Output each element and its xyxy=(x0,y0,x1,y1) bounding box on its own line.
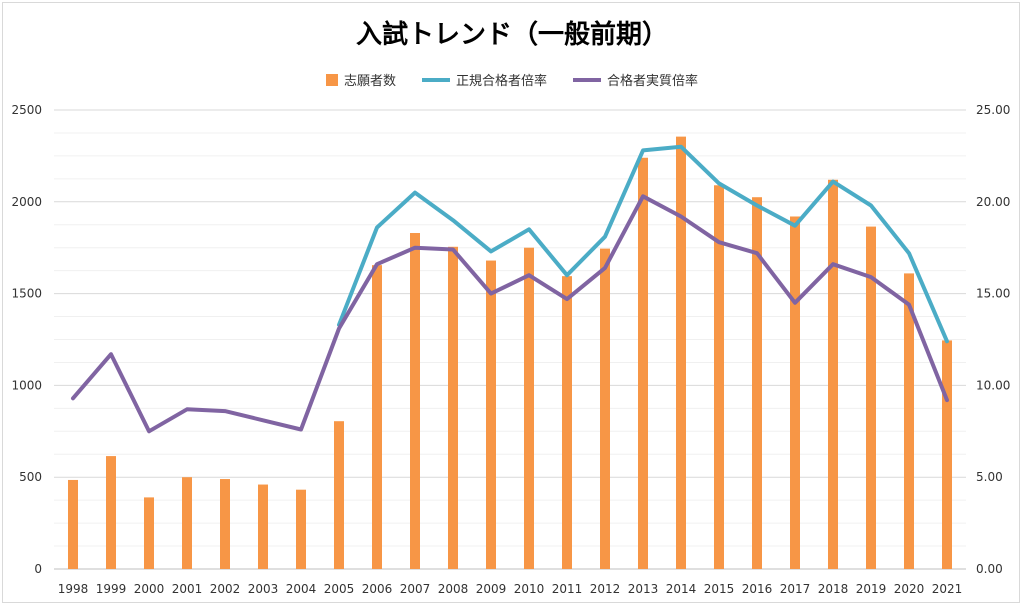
x-tick-label: 2014 xyxy=(666,582,697,596)
bar-2002 xyxy=(220,479,230,569)
y-right-tick-label: 25.00 xyxy=(976,103,1010,117)
chart-legend: 志願者数 正規合格者倍率 合格者実質倍率 xyxy=(0,70,1024,89)
bar-2004 xyxy=(296,489,306,569)
bar-2021 xyxy=(942,340,952,569)
x-tick-label: 2020 xyxy=(894,582,925,596)
bar-2011 xyxy=(562,276,572,569)
legend-item-line-1: 正規合格者倍率 xyxy=(421,70,547,89)
bar-2008 xyxy=(448,246,458,570)
bar-2007 xyxy=(410,233,420,569)
bar-1999 xyxy=(106,456,116,569)
x-tick-label: 2012 xyxy=(590,582,621,596)
y-left-tick-label: 500 xyxy=(19,470,42,484)
bar-2017 xyxy=(790,216,800,569)
x-tick-label: 2006 xyxy=(362,582,393,596)
y-right-tick-label: 15.00 xyxy=(976,287,1010,301)
legend-label-line-1: 正規合格者倍率 xyxy=(455,74,547,89)
x-tick-label: 2019 xyxy=(856,582,887,596)
y-right-tick-label: 20.00 xyxy=(976,195,1010,209)
legend-item-line-2: 合格者実質倍率 xyxy=(573,70,698,89)
x-tick-label: 2005 xyxy=(324,582,355,596)
legend-swatch-bar xyxy=(325,73,338,86)
legend-label-line-2: 合格者実質倍率 xyxy=(607,74,699,89)
y-left-tick-label: 2000 xyxy=(11,195,42,209)
x-tick-label: 2001 xyxy=(172,582,203,596)
bar-2014 xyxy=(676,136,686,569)
legend-item-bar: 志願者数 xyxy=(325,70,396,89)
y-right-tick-label: 10.00 xyxy=(976,378,1010,392)
bar-1998 xyxy=(68,479,78,569)
bar-2012 xyxy=(600,248,610,570)
x-tick-label: 2016 xyxy=(742,582,773,596)
bar-2013 xyxy=(638,157,648,569)
chart-title: 入試トレンド（一般前期） xyxy=(355,20,668,50)
x-tick-label: 2004 xyxy=(286,582,317,596)
line-series-2 xyxy=(71,194,949,434)
bar-2009 xyxy=(486,260,496,569)
x-tick-label: 1999 xyxy=(96,582,127,596)
bar-2010 xyxy=(524,247,534,569)
bar-2019 xyxy=(866,226,876,569)
bar-2003 xyxy=(258,484,268,569)
x-tick-label: 2007 xyxy=(400,582,431,596)
line-series-1 xyxy=(337,144,949,344)
legend-swatch-line-1 xyxy=(421,77,450,82)
x-tick-label: 2002 xyxy=(210,582,241,596)
x-tick-label: 2018 xyxy=(818,582,849,596)
x-tick-label: 2011 xyxy=(552,582,583,596)
x-tick-label: 2015 xyxy=(704,582,735,596)
x-tick-label: 2009 xyxy=(476,582,507,596)
x-tick-label: 1998 xyxy=(58,582,89,596)
y-right-tick-label: 0.00 xyxy=(976,562,1003,576)
bar-2016 xyxy=(752,197,762,569)
x-tick-label: 2021 xyxy=(932,582,963,596)
bar-2015 xyxy=(714,185,724,569)
y-left-tick-label: 2500 xyxy=(11,103,42,117)
bar-2001 xyxy=(182,477,192,569)
axis-labels: 0 0.00 500 5.00 1000 10.00 1500 15.00 2000 20.00 2… xyxy=(11,103,1010,596)
x-tick-label: 2017 xyxy=(780,582,811,596)
bar-2018 xyxy=(828,179,838,569)
y-left-tick-label: 1000 xyxy=(11,378,42,392)
x-tick-label: 2010 xyxy=(514,582,545,596)
x-tick-label: 2008 xyxy=(438,582,469,596)
x-tick-label: 2003 xyxy=(248,582,279,596)
bar-2020 xyxy=(904,273,914,569)
bar-2000 xyxy=(144,497,154,569)
bar-2005 xyxy=(334,421,344,569)
bar-series xyxy=(68,136,952,570)
y-left-tick-label: 0 xyxy=(34,562,42,576)
legend-label-bar: 志願者数 xyxy=(343,74,396,89)
x-tick-label: 2013 xyxy=(628,582,659,596)
bar-2006 xyxy=(372,265,382,569)
legend-swatch-line-2 xyxy=(573,77,601,82)
y-right-tick-label: 5.00 xyxy=(976,470,1003,484)
y-left-tick-label: 1500 xyxy=(11,287,42,301)
line-series xyxy=(71,144,949,434)
x-tick-label: 2000 xyxy=(134,582,165,596)
